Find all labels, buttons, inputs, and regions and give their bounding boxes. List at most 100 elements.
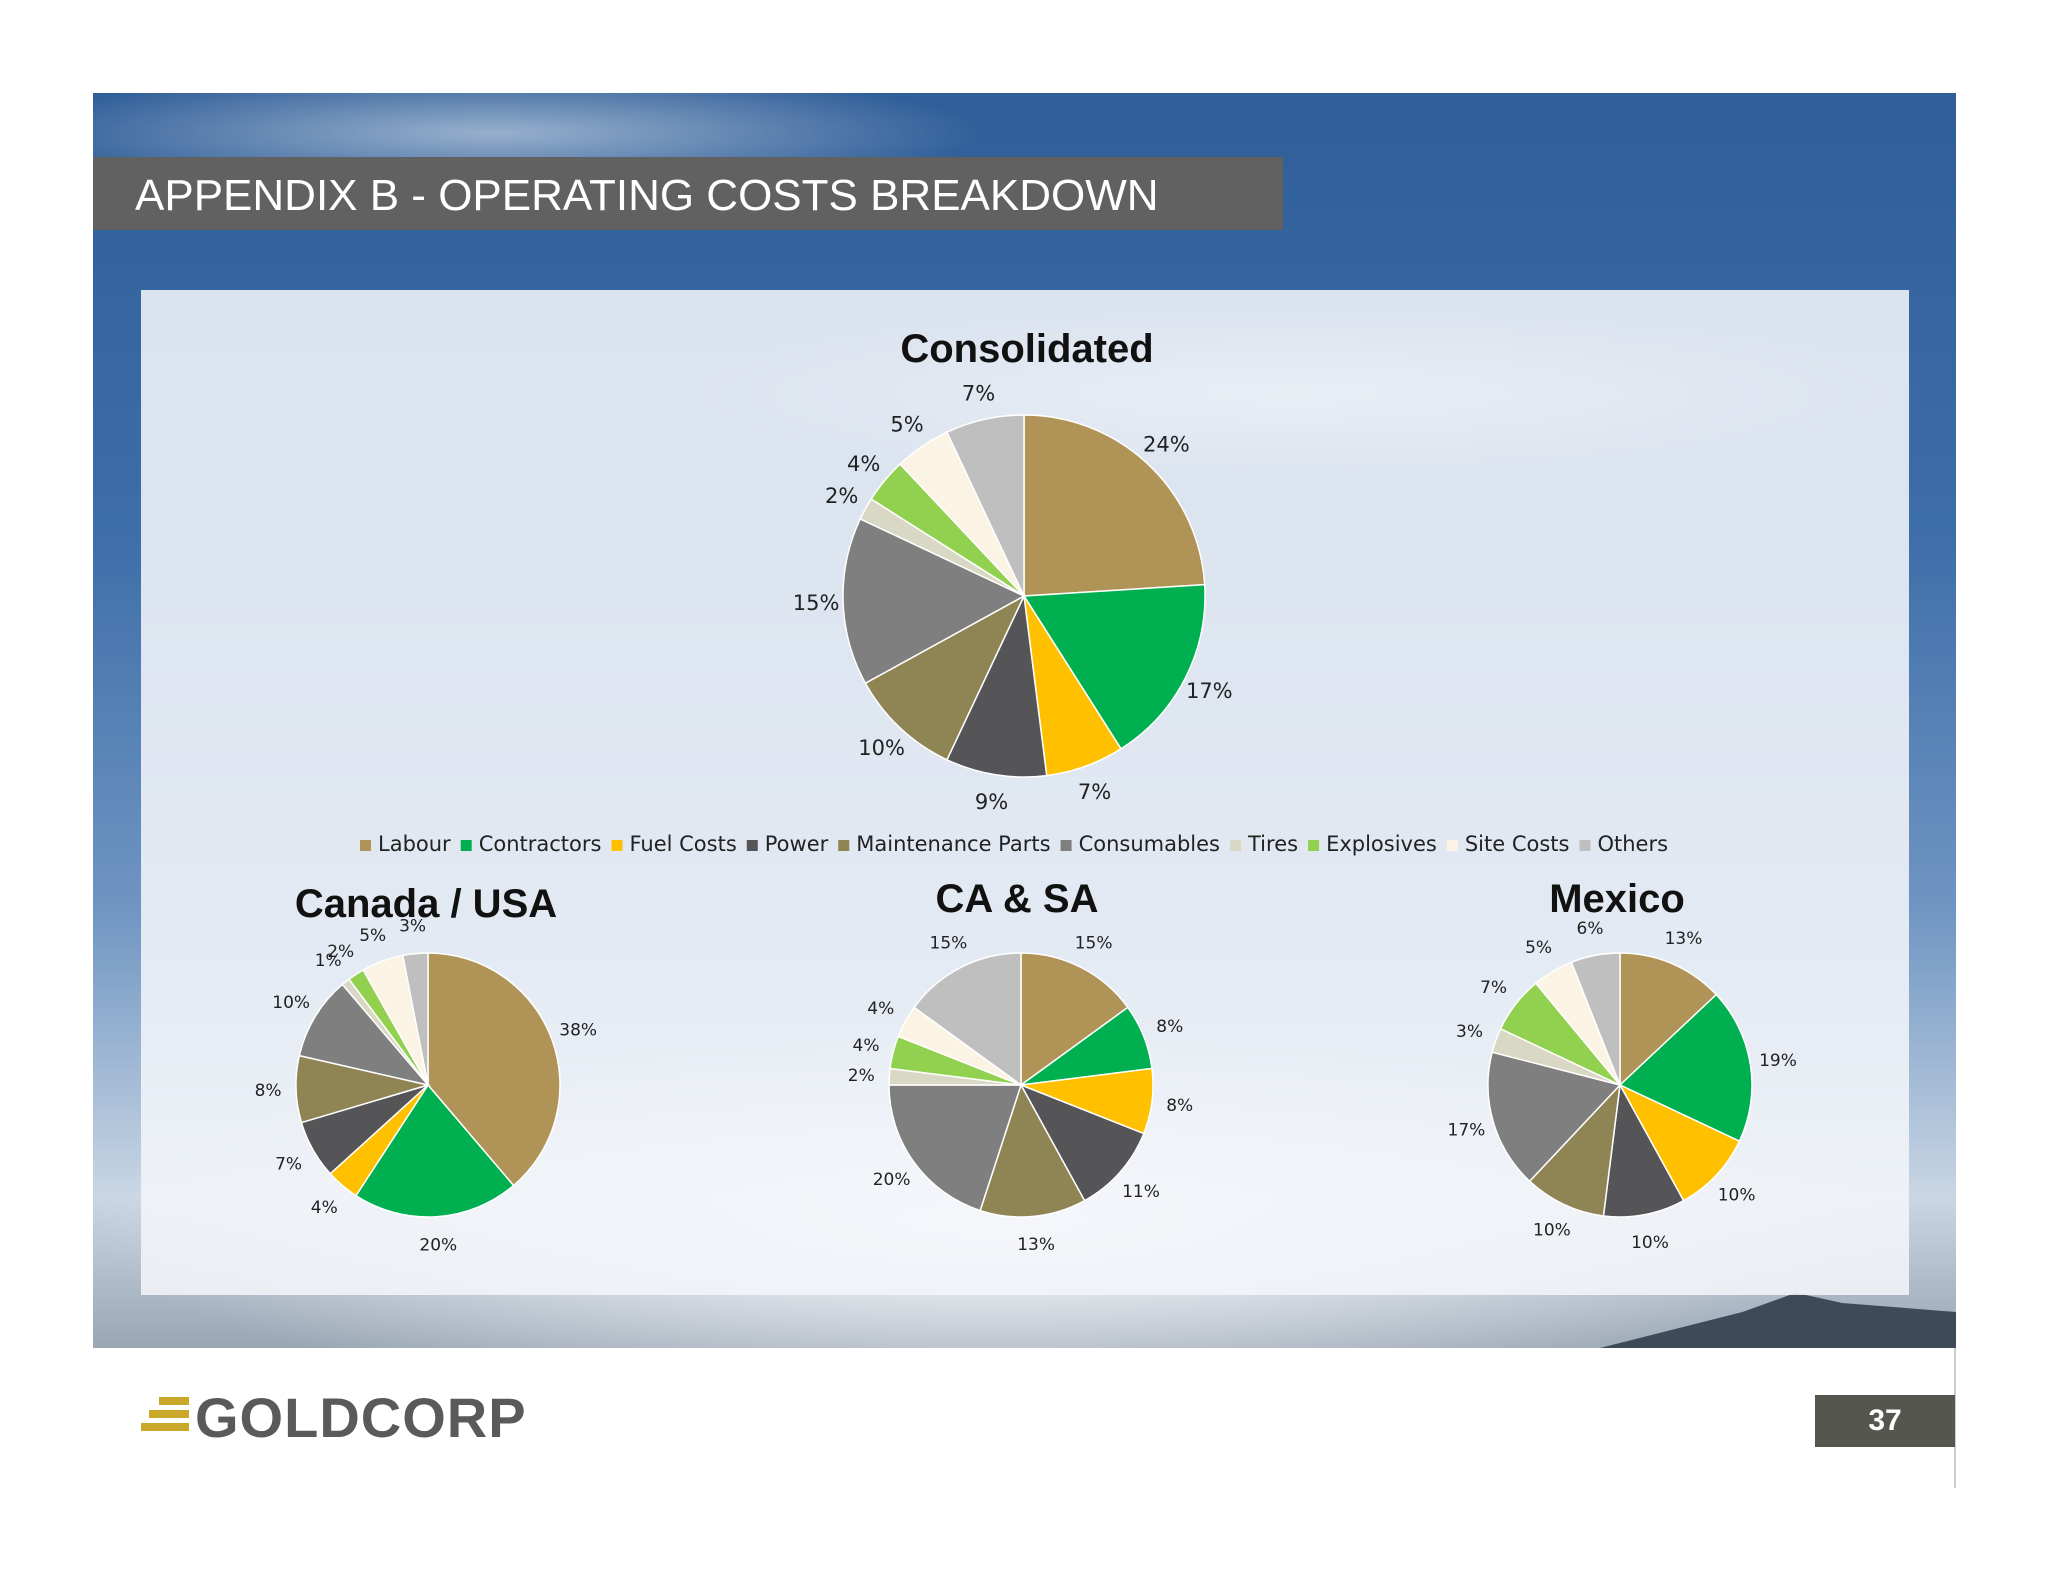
data-label-fuel-costs: 10%	[1718, 1186, 1756, 1206]
legend-swatch	[460, 840, 472, 851]
legend-label: Others	[1597, 832, 1668, 856]
legend-item-site-costs: Site Costs	[1446, 832, 1570, 856]
logo-wordmark: GOLDCORP	[195, 1386, 527, 1449]
data-label-fuel-costs: 7%	[1078, 780, 1111, 804]
slice-others	[945, 414, 1025, 597]
goldcorp-logo: GOLDCORP	[141, 1386, 581, 1449]
legend-swatch	[1308, 840, 1320, 851]
data-label-labour: 38%	[559, 1021, 597, 1041]
page-number: 37	[1815, 1395, 1955, 1447]
legend-item-labour: Labour	[360, 832, 451, 856]
data-label-consumables: 17%	[1448, 1121, 1486, 1141]
slice-others	[1570, 952, 1621, 1086]
data-label-tires: 2%	[848, 1066, 875, 1086]
legend-swatch	[1060, 840, 1072, 851]
legend-label: Maintenance Parts	[856, 832, 1050, 856]
data-label-explosives: 7%	[1480, 978, 1507, 998]
legend-item-explosives: Explosives	[1308, 832, 1437, 856]
slice-consumables	[888, 1084, 1023, 1212]
pie-canada-usa: Canada / USA 38% 20% 4% 7% 8% 10% 1%2%5% 3%	[255, 882, 597, 1256]
slice-labour	[1023, 414, 1206, 597]
legend-swatch	[360, 840, 371, 851]
data-label-labour: 24%	[1143, 433, 1190, 457]
legend-item-fuel-costs: Fuel Costs	[611, 832, 737, 856]
data-label-maintenance-parts: 13%	[1017, 1235, 1055, 1255]
chart-title: Canada / USA	[295, 882, 557, 926]
slice-maintenance-parts	[979, 1083, 1086, 1218]
title-bar: APPENDIX B - OPERATING COSTS BREAKDOWN	[93, 157, 1283, 230]
legend-item-maintenance-parts: Maintenance Parts	[838, 832, 1051, 856]
data-label-consumables: 20%	[873, 1170, 911, 1190]
legend-item-consumables: Consumables	[1060, 832, 1220, 856]
data-label-power: 9%	[975, 790, 1008, 814]
pie-ca-sa: CA & SA 15% 8% 8% 11% 13% 20% 2% 4% 4% 15%	[848, 877, 1193, 1255]
legend-swatch	[611, 840, 623, 851]
legend-swatch	[1230, 840, 1241, 851]
legend-item-power: Power	[746, 832, 829, 856]
slice-maintenance-parts	[864, 594, 1026, 761]
legend-label: Contractors	[479, 832, 602, 856]
data-label-contractors: 8%	[1156, 1017, 1183, 1037]
chart-title: Mexico	[1549, 877, 1685, 921]
data-label-explosives: 4%	[853, 1036, 880, 1056]
data-label-maintenance-parts: 10%	[858, 736, 905, 760]
data-label-site-costs: 5%	[890, 412, 923, 436]
data-label-others: 15%	[930, 933, 968, 953]
legend-swatch	[1579, 840, 1591, 851]
slice-power	[945, 593, 1048, 778]
data-label-power: 7%	[275, 1155, 302, 1175]
data-label-tires: 1%	[315, 951, 342, 971]
pie-mexico: Mexico 13% 19% 10% 10% 10% 17% 3% 7% 5% 6%	[1448, 877, 1797, 1253]
data-label-fuel-costs: 4%	[311, 1198, 338, 1218]
data-label-site-costs: 4%	[867, 999, 894, 1019]
legend-swatch	[746, 840, 758, 851]
pie-consolidated: Consolidated 24% 17% 7% 9% 10% 15% 2% 4% 5% 7%	[793, 327, 1233, 814]
logo-bars-icon	[141, 1397, 189, 1431]
data-label-tires: 3%	[1456, 1022, 1483, 1042]
data-label-power: 11%	[1122, 1182, 1160, 1202]
data-label-others: 6%	[1577, 919, 1604, 939]
legend-label: Site Costs	[1465, 832, 1570, 856]
slice-others	[913, 952, 1022, 1087]
slice-fuel-costs	[1618, 1083, 1741, 1202]
legend-label: Fuel Costs	[629, 832, 736, 856]
legend-item-contractors: Contractors	[460, 832, 602, 856]
slice-power	[1019, 1083, 1145, 1202]
data-label-fuel-costs: 8%	[1166, 1096, 1193, 1116]
data-label-explosives: 2%	[327, 942, 354, 962]
slice-labour	[427, 952, 561, 1187]
data-label-labour: 15%	[1075, 933, 1113, 953]
slice-maintenance-parts	[1528, 1082, 1622, 1217]
slice-contractors	[354, 1083, 515, 1218]
data-label-contractors: 17%	[1186, 679, 1233, 703]
slice-labour	[1020, 952, 1129, 1087]
legend-swatch	[838, 840, 850, 851]
legend-item-tires: Tires	[1230, 832, 1298, 856]
chart-title: Consolidated	[900, 327, 1153, 371]
data-label-others: 3%	[399, 917, 426, 937]
data-label-others: 7%	[962, 381, 995, 405]
legend-label: Labour	[378, 832, 451, 856]
data-label-maintenance-parts: 10%	[1533, 1221, 1571, 1241]
data-label-power: 10%	[1631, 1233, 1669, 1253]
data-label-consumables: 10%	[272, 993, 310, 1013]
slice-power	[1602, 1082, 1685, 1218]
legend-label: Tires	[1247, 832, 1298, 856]
data-label-tires: 2%	[825, 484, 858, 508]
legend-label: Consumables	[1079, 832, 1220, 856]
slice-labour	[1619, 952, 1718, 1087]
data-label-contractors: 20%	[419, 1236, 457, 1256]
slice-consumables	[1487, 1051, 1622, 1183]
data-label-maintenance-parts: 8%	[255, 1081, 282, 1101]
legend-label: Explosives	[1326, 832, 1437, 856]
slice-contractors	[1022, 583, 1206, 750]
slice-consumables	[842, 517, 1026, 685]
legend-label: Power	[765, 832, 829, 856]
slide-title: APPENDIX B - OPERATING COSTS BREAKDOWN	[135, 171, 1159, 220]
data-label-consumables: 15%	[793, 591, 840, 615]
chart-title: CA & SA	[936, 877, 1099, 921]
slice-consumables	[298, 983, 431, 1087]
data-label-contractors: 19%	[1759, 1051, 1797, 1071]
divider	[1954, 1348, 1956, 1488]
